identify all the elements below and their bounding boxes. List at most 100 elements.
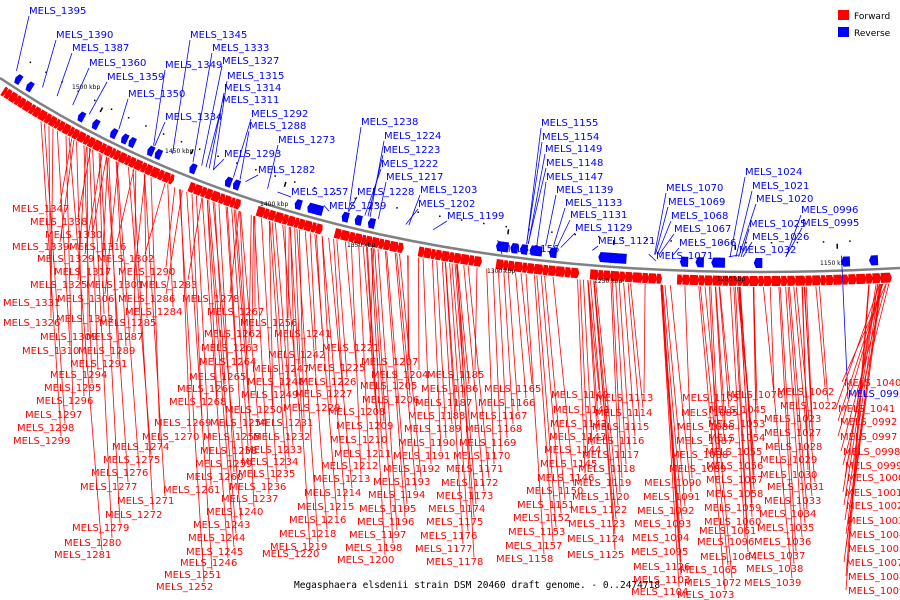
reverse-leader-line	[556, 219, 571, 248]
forward-leader-line	[785, 286, 803, 538]
forward-leader-line	[321, 235, 346, 503]
reverse-leader-line	[172, 39, 191, 154]
marker-dot	[217, 155, 219, 158]
forward-leader-line	[449, 262, 469, 532]
forward-gene-arrow	[440, 250, 450, 262]
marker-dot	[354, 197, 356, 200]
forward-leader-line	[805, 286, 814, 443]
marker-dot	[255, 168, 257, 171]
forward-gene-label: MELS_1264	[199, 357, 256, 368]
forward-gene-label: MELS_1270	[142, 432, 199, 443]
forward-gene-label: MELS_1168	[465, 424, 522, 435]
forward-leader-line	[298, 229, 305, 419]
forward-gene-label: MELS_1219	[270, 542, 327, 553]
forward-gene-arrow	[103, 145, 113, 157]
forward-gene-label: MELS_1120	[572, 492, 629, 503]
forward-leader-line	[99, 153, 121, 524]
forward-gene-label: MELS_1265	[189, 372, 246, 383]
forward-gene-arrow	[123, 154, 132, 166]
forward-gene-label: MELS_1196	[357, 517, 414, 528]
forward-leader-line	[59, 139, 75, 243]
forward-gene-arrow	[360, 234, 367, 246]
reverse-gene-label: MELS_1238	[361, 117, 418, 128]
forward-leader-line	[503, 271, 514, 425]
forward-gene-arrow	[348, 231, 356, 243]
reverse-gene-arrow	[147, 145, 156, 157]
reverse-leader-line	[527, 153, 546, 245]
reverse-leader-line	[672, 247, 680, 256]
forward-gene-label: MELS_1173	[436, 491, 493, 502]
forward-leader-line	[536, 275, 557, 528]
forward-gene-label: MELS_1267	[207, 307, 264, 318]
reverse-leader-line	[72, 67, 90, 106]
forward-gene-label: MELS_1252	[156, 582, 213, 593]
reverse-gene-label: MELS_1199	[447, 211, 504, 222]
forward-gene-label: MELS_1027	[764, 428, 821, 439]
forward-gene-arrow	[473, 255, 482, 267]
forward-leader-line	[456, 264, 475, 558]
forward-gene-label: MELS_1209	[336, 421, 393, 432]
reverse-leader-line	[364, 168, 382, 216]
forward-leader-line	[704, 286, 733, 579]
forward-gene-label: MELS_1065	[680, 565, 737, 576]
forward-leader-line	[445, 262, 457, 412]
scale-tick-label: 1150 kbp	[820, 260, 848, 267]
forward-gene-label: MELS_1058	[706, 489, 763, 500]
reverse-leader-line	[118, 98, 129, 130]
forward-gene-label: MELS_1116	[587, 436, 644, 447]
marker-dot	[505, 225, 507, 228]
marker-dot	[574, 233, 576, 236]
forward-gene-label: MELS_1221	[322, 343, 379, 354]
forward-gene-arrow	[513, 261, 524, 273]
forward-gene-label: MELS_1142	[550, 419, 607, 430]
forward-gene-arrow	[826, 274, 834, 286]
forward-leader-line	[587, 280, 600, 391]
marker-dot	[460, 219, 463, 221]
reverse-leader-line	[729, 176, 746, 257]
forward-gene-label: MELS_1256	[240, 318, 297, 329]
reverse-leader-line	[785, 214, 802, 258]
reverse-gene-label: MELS_1147	[546, 172, 603, 183]
forward-gene-label: MELS_1207	[361, 357, 418, 368]
forward-leader-line	[86, 146, 89, 333]
forward-leader-line	[719, 286, 731, 394]
forward-leader-line	[615, 282, 627, 465]
reverse-leader-line	[277, 191, 292, 198]
forward-leader-line	[336, 239, 348, 378]
forward-leader-line	[432, 260, 442, 452]
forward-gene-arrow	[698, 275, 706, 286]
reverse-gene-label: MELS_1133	[565, 198, 622, 209]
forward-gene-arrow	[712, 275, 724, 286]
reverse-gene-label: MELS_1257	[291, 187, 348, 198]
forward-leader-line	[284, 225, 290, 391]
forward-leader-line	[384, 250, 406, 518]
forward-gene-arrow	[293, 217, 300, 228]
forward-gene-arrow	[758, 276, 765, 287]
forward-gene-label: MELS_1192	[383, 464, 440, 475]
reverse-gene-arrow	[679, 256, 689, 267]
marker-dot	[417, 211, 419, 213]
reverse-leader-line	[405, 208, 419, 225]
forward-leader-line	[819, 286, 829, 402]
reverse-gene-label: MELS_1224	[384, 131, 441, 142]
forward-gene-arrow	[648, 273, 658, 284]
reverse-gene-label: MELS_1217	[386, 172, 443, 183]
forward-gene-arrow	[397, 242, 404, 254]
forward-leader-line	[669, 285, 692, 493]
forward-gene-arrow	[507, 260, 515, 272]
legend-reverse-swatch	[838, 27, 849, 37]
scale-tick	[507, 229, 510, 235]
forward-gene-label: MELS_1094	[632, 533, 689, 544]
forward-gene-label: MELS_1248	[247, 377, 304, 388]
forward-leader-line	[540, 275, 562, 514]
forward-gene-label: MELS_1005	[848, 544, 900, 555]
forward-gene-arrow	[522, 262, 529, 273]
forward-gene-arrow	[728, 275, 738, 286]
forward-gene-label: MELS_1281	[54, 550, 111, 561]
forward-leader-line	[225, 206, 238, 373]
forward-leader-line	[515, 272, 527, 399]
forward-leader-line	[793, 286, 813, 497]
reverse-gene-arrow	[233, 179, 242, 191]
forward-gene-label: MELS_1001	[845, 488, 900, 499]
forward-gene-label: MELS_1028	[765, 442, 822, 453]
